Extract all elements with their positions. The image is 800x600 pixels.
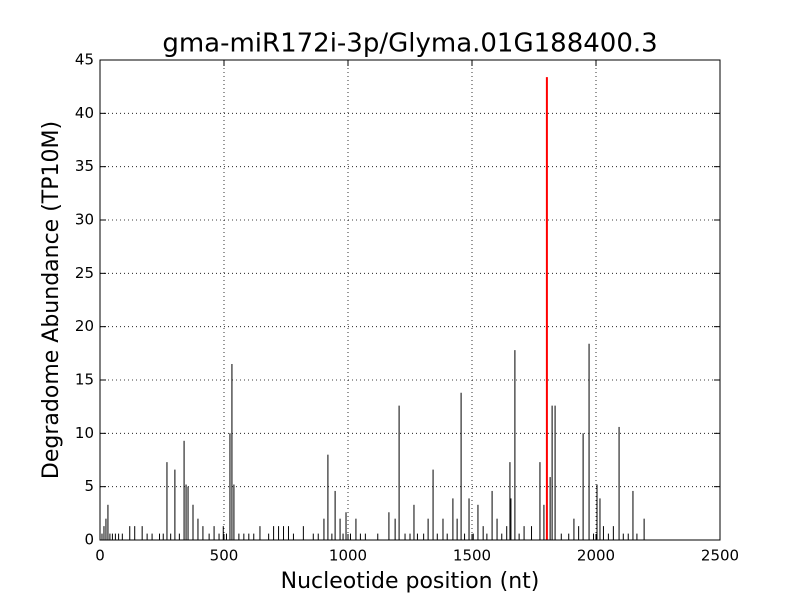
y-axis-label: Degradome Abundance (TP10M): [39, 121, 64, 479]
x-tick-label: 0: [95, 547, 105, 565]
x-tick-label: 2000: [577, 547, 615, 565]
y-tick-label: 20: [75, 317, 94, 335]
y-tick-label: 0: [84, 531, 94, 549]
x-tick-label: 1000: [329, 547, 367, 565]
y-tick-label: 15: [75, 371, 94, 389]
x-tick-label: 2500: [701, 547, 739, 565]
y-tick-label: 25: [75, 264, 94, 282]
plot-frame: [99, 59, 721, 541]
y-tick-label: 40: [75, 104, 94, 122]
x-tick-label: 1500: [453, 547, 491, 565]
y-tick-label: 35: [75, 157, 94, 175]
y-tick-label: 5: [84, 477, 94, 495]
y-tick-label: 30: [75, 211, 94, 229]
y-tick-label: 45: [75, 51, 94, 69]
x-axis-label: Nucleotide position (nt): [281, 569, 540, 594]
y-tick-label: 10: [75, 424, 94, 442]
x-tick-label: 500: [210, 547, 239, 565]
chart-title: gma-miR172i-3p/Glyma.01G188400.3: [162, 29, 657, 59]
